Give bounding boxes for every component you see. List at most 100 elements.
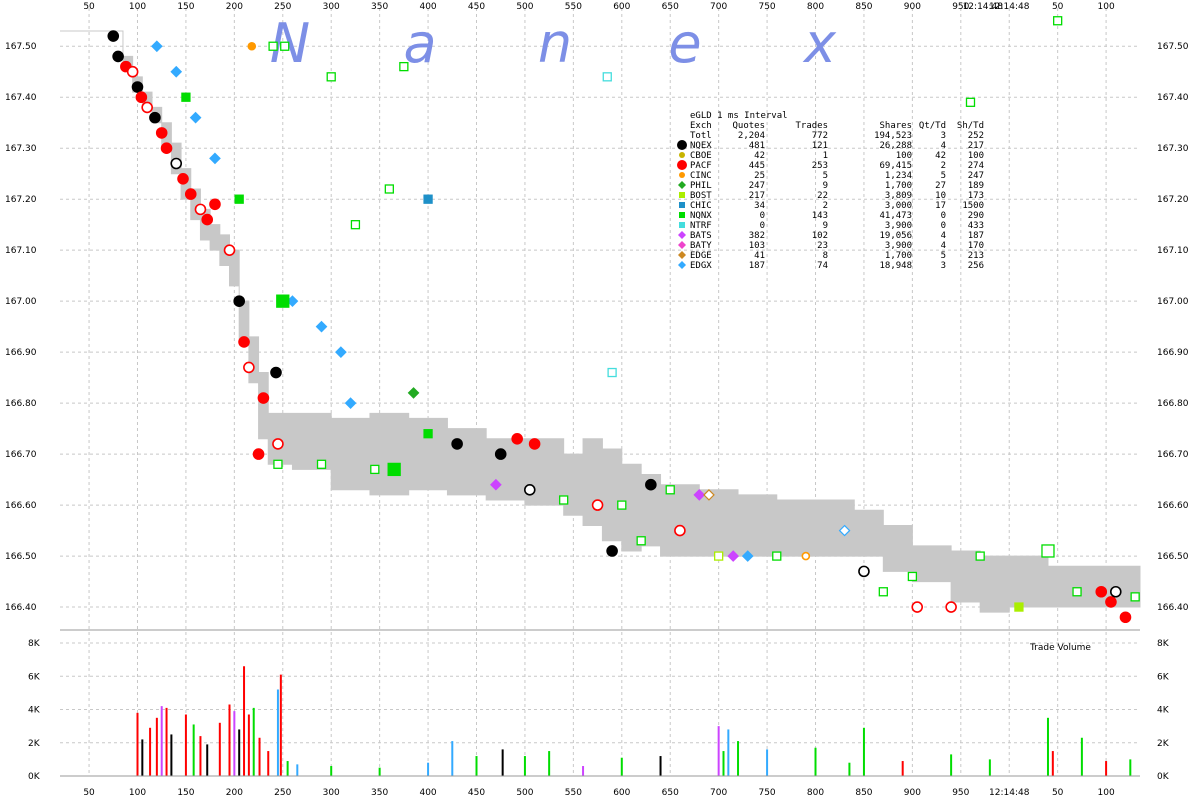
price-marker	[714, 551, 724, 561]
legend-marker	[678, 241, 686, 249]
price-tick-label-left: 166.90	[5, 348, 37, 358]
price-marker	[741, 550, 754, 562]
price-marker	[1095, 585, 1108, 598]
price-marker	[801, 551, 811, 561]
legend-cell: CBOE	[690, 151, 712, 161]
price-marker	[665, 485, 675, 495]
legend-cell: 18,948	[879, 261, 912, 271]
x-tick-label-top: 800	[807, 2, 824, 12]
legend-cell: 27	[935, 181, 946, 191]
price-marker	[703, 489, 715, 501]
price-marker	[247, 41, 257, 51]
x-tick-label-bottom: 650	[662, 788, 679, 798]
legend-cell: 19,056	[879, 231, 912, 241]
legend-cell: 41	[754, 251, 765, 261]
watermark-letter: e	[668, 12, 701, 75]
x-tick-label-bottom: 550	[565, 788, 582, 798]
legend-cell: 0	[941, 221, 946, 231]
legend-cell: 42	[754, 151, 765, 161]
volume-tick-label-right: 6K	[1157, 672, 1170, 682]
price-marker	[184, 188, 197, 200]
price-marker	[350, 220, 361, 230]
watermark-letter: a	[403, 12, 436, 75]
price-marker	[645, 478, 657, 491]
price-tick-label-left: 167.50	[5, 42, 37, 52]
legend-cell: 0	[760, 211, 765, 221]
price-tick-label-right: 166.80	[1157, 399, 1189, 409]
x-tick-label-bottom: 200	[226, 788, 243, 798]
price-tick-label-left: 167.10	[5, 246, 37, 256]
legend-cell: 0	[760, 221, 765, 231]
price-marker	[1041, 544, 1055, 558]
legend-cell: PHIL	[690, 181, 712, 191]
legend-cell: 4	[941, 241, 946, 251]
price-marker	[344, 397, 357, 409]
x-tick-label-top: 600	[613, 2, 630, 12]
volume-tick-label-left: 4K	[28, 706, 41, 716]
price-marker	[407, 387, 420, 399]
price-marker	[1119, 611, 1132, 624]
trade-volume-label: Trade Volume	[1029, 643, 1091, 653]
legend-cell: 0	[941, 211, 946, 221]
price-marker	[1014, 602, 1024, 612]
x-tick-label-bottom: 350	[371, 788, 388, 798]
x-tick-label-bottom: 50	[1052, 788, 1064, 798]
legend-cell: 4	[941, 231, 946, 241]
price-marker	[107, 30, 120, 42]
nbbo-band	[60, 30, 1141, 613]
legend-cell: 100	[896, 151, 912, 161]
price-tick-label-right: 167.50	[1157, 42, 1189, 52]
x-tick-label-top: 100	[129, 2, 146, 12]
legend-marker	[678, 181, 686, 189]
legend-cell: 1	[823, 151, 828, 161]
volume-tick-label-right: 8K	[1157, 639, 1170, 649]
price-marker	[135, 91, 148, 104]
price-marker	[945, 601, 957, 613]
x-tick-label-top: 700	[710, 2, 727, 12]
legend-cell: 1,700	[885, 251, 912, 261]
price-marker	[1105, 596, 1117, 608]
legend-cell: CHIC	[690, 201, 712, 211]
x-tick-label-top: 350	[371, 2, 388, 12]
price-marker	[270, 366, 282, 379]
legend-cell: 2	[941, 161, 946, 171]
price-marker	[559, 495, 569, 505]
legend-cell: 22	[817, 191, 828, 201]
legend-cell: EDGE	[690, 251, 712, 261]
price-marker	[177, 172, 189, 185]
price-tick-label-left: 166.50	[5, 552, 37, 562]
legend-cell: 42	[935, 151, 946, 161]
price-marker	[131, 81, 144, 93]
price-tick-label-left: 167.40	[5, 93, 37, 103]
legend-cell: 8	[823, 251, 828, 261]
legend-cell: 34	[754, 201, 765, 211]
x-tick-label-top: 500	[516, 2, 533, 12]
price-marker	[112, 50, 124, 63]
price-marker	[1072, 587, 1082, 597]
price-marker	[387, 462, 401, 477]
price-marker	[399, 61, 409, 72]
legend-cell: 173	[968, 191, 984, 201]
price-marker	[607, 367, 617, 378]
volume-bars	[136, 666, 1132, 776]
price-tick-label-right: 166.70	[1157, 450, 1189, 460]
price-marker	[170, 157, 183, 170]
time-label-top: 12:14:48	[963, 2, 1004, 12]
price-marker	[617, 500, 627, 510]
legend-cell: 23	[817, 241, 828, 251]
legend-cell: 194,523	[874, 131, 912, 141]
price-marker	[511, 433, 523, 445]
x-tick-label-top: 950	[952, 2, 969, 12]
legend-cell: 217	[749, 191, 765, 201]
price-marker	[423, 194, 433, 204]
legend-cell: 170	[968, 241, 984, 251]
price-marker	[243, 361, 255, 374]
price-marker	[523, 483, 536, 496]
x-tick-label-top: 900	[904, 2, 921, 12]
price-tick-label-right: 167.20	[1157, 195, 1189, 205]
x-tick-label-top: 150	[177, 2, 194, 12]
x-tick-label-bottom: 950	[952, 788, 969, 798]
legend-cell: 213	[968, 251, 984, 261]
price-marker	[838, 524, 851, 537]
